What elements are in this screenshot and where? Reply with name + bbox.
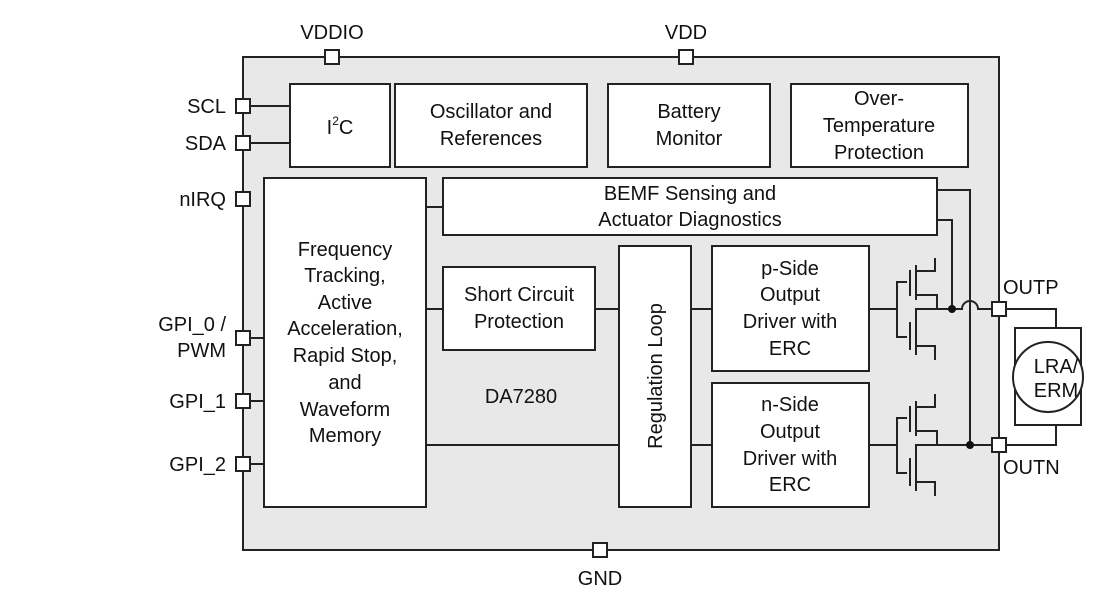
svg-text:BEMF Sensing and: BEMF Sensing and xyxy=(604,183,776,205)
svg-text:Acceleration,: Acceleration, xyxy=(287,318,403,340)
svg-text:Output: Output xyxy=(760,284,820,306)
svg-text:Rapid Stop,: Rapid Stop, xyxy=(293,345,398,367)
svg-text:VDDIO: VDDIO xyxy=(300,22,363,44)
pin-gpi2: GPI_2 xyxy=(169,454,251,476)
svg-text:SDA: SDA xyxy=(185,133,227,155)
p-side-transistor-pair xyxy=(896,258,938,360)
bemf-block: BEMF Sensing and Actuator Diagnostics xyxy=(442,177,938,236)
svg-text:PWM: PWM xyxy=(177,340,226,362)
svg-text:nIRQ: nIRQ xyxy=(179,189,226,211)
svg-text:Output: Output xyxy=(760,421,820,443)
svg-text:ERM: ERM xyxy=(1034,380,1078,402)
svg-text:ERC: ERC xyxy=(769,338,811,360)
svg-text:GND: GND xyxy=(578,568,622,590)
svg-text:LRA/: LRA/ xyxy=(1034,356,1079,378)
svg-text:Active: Active xyxy=(318,292,372,314)
svg-text:Over-: Over- xyxy=(854,88,904,110)
pin-nirq: nIRQ xyxy=(179,189,251,211)
battery-monitor-block: Battery Monitor xyxy=(607,83,771,168)
svg-text:GPI_0 /: GPI_0 / xyxy=(158,314,226,336)
pin-gnd: GND xyxy=(578,542,622,590)
oscillator-block: Oscillator and References xyxy=(394,83,588,168)
svg-text:Driver with: Driver with xyxy=(743,311,837,333)
chip-name: DA7280 xyxy=(485,386,557,408)
frequency-tracking-block: Frequency Tracking, Active Acceleration,… xyxy=(263,177,427,508)
svg-text:GPI_1: GPI_1 xyxy=(169,391,226,413)
junction-dot xyxy=(966,441,974,449)
regulation-loop-block: Regulation Loop xyxy=(618,245,692,508)
svg-text:Monitor: Monitor xyxy=(656,128,723,150)
svg-text:Battery: Battery xyxy=(657,101,720,123)
svg-text:GPI_2: GPI_2 xyxy=(169,454,226,476)
svg-text:SCL: SCL xyxy=(187,96,226,118)
svg-text:Waveform: Waveform xyxy=(300,399,390,421)
svg-text:Short Circuit: Short Circuit xyxy=(464,284,574,306)
n-side-transistor-pair xyxy=(896,394,938,496)
svg-text:OUTN: OUTN xyxy=(1003,457,1060,479)
pin-vddio: VDDIO xyxy=(300,22,364,65)
over-temperature-block: Over- Temperature Protection xyxy=(790,83,969,168)
svg-text:Protection: Protection xyxy=(834,142,924,164)
svg-text:Regulation Loop: Regulation Loop xyxy=(645,303,667,449)
n-side-driver-block: n-Side Output Driver with ERC xyxy=(711,382,870,508)
pin-outp: OUTP xyxy=(991,277,1059,317)
pin-sda: SDA xyxy=(185,133,251,155)
pin-scl: SCL xyxy=(187,96,251,118)
svg-text:VDD: VDD xyxy=(665,22,707,44)
pin-gpi0-pwm: GPI_0 / PWM xyxy=(158,314,251,362)
svg-text:p-Side: p-Side xyxy=(761,258,819,280)
svg-text:Memory: Memory xyxy=(309,425,381,447)
pin-gpi1: GPI_1 xyxy=(169,391,251,413)
lra-erm-actuator: LRA/ ERM xyxy=(1012,327,1084,426)
short-circuit-block: Short Circuit Protection xyxy=(442,266,596,351)
svg-text:ERC: ERC xyxy=(769,474,811,496)
svg-text:I2C: I2C xyxy=(327,114,354,139)
svg-text:Oscillator and: Oscillator and xyxy=(430,101,552,123)
pin-outn: OUTN xyxy=(991,437,1060,479)
svg-text:n-Side: n-Side xyxy=(761,394,819,416)
svg-text:Protection: Protection xyxy=(474,311,564,333)
svg-text:Frequency: Frequency xyxy=(298,239,393,261)
svg-text:Temperature: Temperature xyxy=(823,115,935,137)
svg-text:References: References xyxy=(440,128,542,150)
p-side-driver-block: p-Side Output Driver with ERC xyxy=(711,245,870,372)
svg-text:Tracking,: Tracking, xyxy=(304,265,386,287)
wires xyxy=(250,105,1057,465)
svg-text:and: and xyxy=(328,372,361,394)
svg-text:OUTP: OUTP xyxy=(1003,277,1059,299)
junction-dot xyxy=(948,305,956,313)
pin-vdd: VDD xyxy=(665,22,707,65)
svg-text:Driver with: Driver with xyxy=(743,448,837,470)
i2c-block: I2C xyxy=(289,83,391,168)
svg-text:Actuator Diagnostics: Actuator Diagnostics xyxy=(598,209,781,231)
